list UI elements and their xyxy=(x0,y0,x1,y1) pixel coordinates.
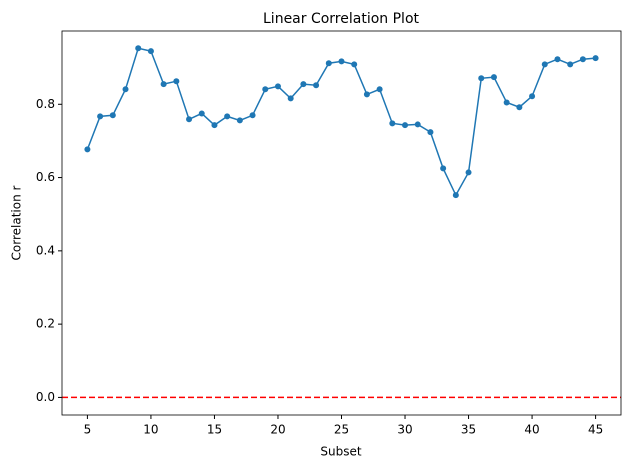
y-axis-label: Correlation r xyxy=(10,185,24,260)
data-point xyxy=(579,56,586,63)
data-point xyxy=(313,82,320,89)
x-tick-label: 15 xyxy=(207,423,222,437)
data-point xyxy=(440,165,447,172)
data-point xyxy=(122,86,129,93)
data-point xyxy=(160,81,167,88)
data-point xyxy=(211,122,218,129)
data-point xyxy=(554,56,561,63)
x-tick-label: 10 xyxy=(143,423,158,437)
data-point xyxy=(198,110,205,117)
y-tick-label: 0.0 xyxy=(36,390,55,404)
x-tick-label: 40 xyxy=(524,423,539,437)
data-point xyxy=(109,112,116,119)
y-tick-label: 0.6 xyxy=(36,170,55,184)
y-tick-label: 0.2 xyxy=(36,317,55,331)
data-point xyxy=(503,99,510,106)
x-tick-label: 35 xyxy=(461,423,476,437)
plot-frame xyxy=(61,30,622,416)
data-point xyxy=(541,61,548,68)
y-tick-label: 0.8 xyxy=(36,97,55,111)
data-point xyxy=(478,75,485,82)
data-point xyxy=(236,117,243,124)
data-point xyxy=(287,95,294,102)
data-point xyxy=(402,122,409,129)
data-point xyxy=(516,104,523,111)
data-point xyxy=(363,91,370,98)
data-point xyxy=(414,121,421,128)
x-tick-label: 30 xyxy=(397,423,412,437)
chart-title: Linear Correlation Plot xyxy=(263,11,420,27)
series-line xyxy=(86,47,596,197)
data-point xyxy=(529,93,536,100)
data-point xyxy=(274,83,281,90)
data-point xyxy=(490,74,497,81)
data-point xyxy=(147,48,154,55)
data-point xyxy=(567,61,574,68)
data-point xyxy=(427,129,434,136)
x-tick-label: 45 xyxy=(588,423,603,437)
data-point xyxy=(376,86,383,93)
data-point xyxy=(338,58,345,65)
x-tick-label: 25 xyxy=(334,423,349,437)
data-point xyxy=(84,146,91,153)
data-point xyxy=(97,113,104,120)
data-point xyxy=(135,45,142,52)
data-point xyxy=(351,61,358,68)
data-point xyxy=(325,60,332,67)
data-point xyxy=(300,81,307,88)
data-point xyxy=(249,112,256,119)
x-tick-label: 5 xyxy=(84,423,92,437)
data-point xyxy=(389,120,396,127)
y-tick-label: 0.4 xyxy=(36,243,55,257)
data-point xyxy=(224,113,231,120)
data-point xyxy=(465,169,472,176)
data-point xyxy=(592,55,599,62)
data-point xyxy=(262,86,269,93)
x-tick-label: 20 xyxy=(270,423,285,437)
data-point xyxy=(452,192,459,199)
data-point xyxy=(186,116,193,123)
x-axis-label: Subset xyxy=(320,445,361,459)
data-point xyxy=(173,78,180,85)
